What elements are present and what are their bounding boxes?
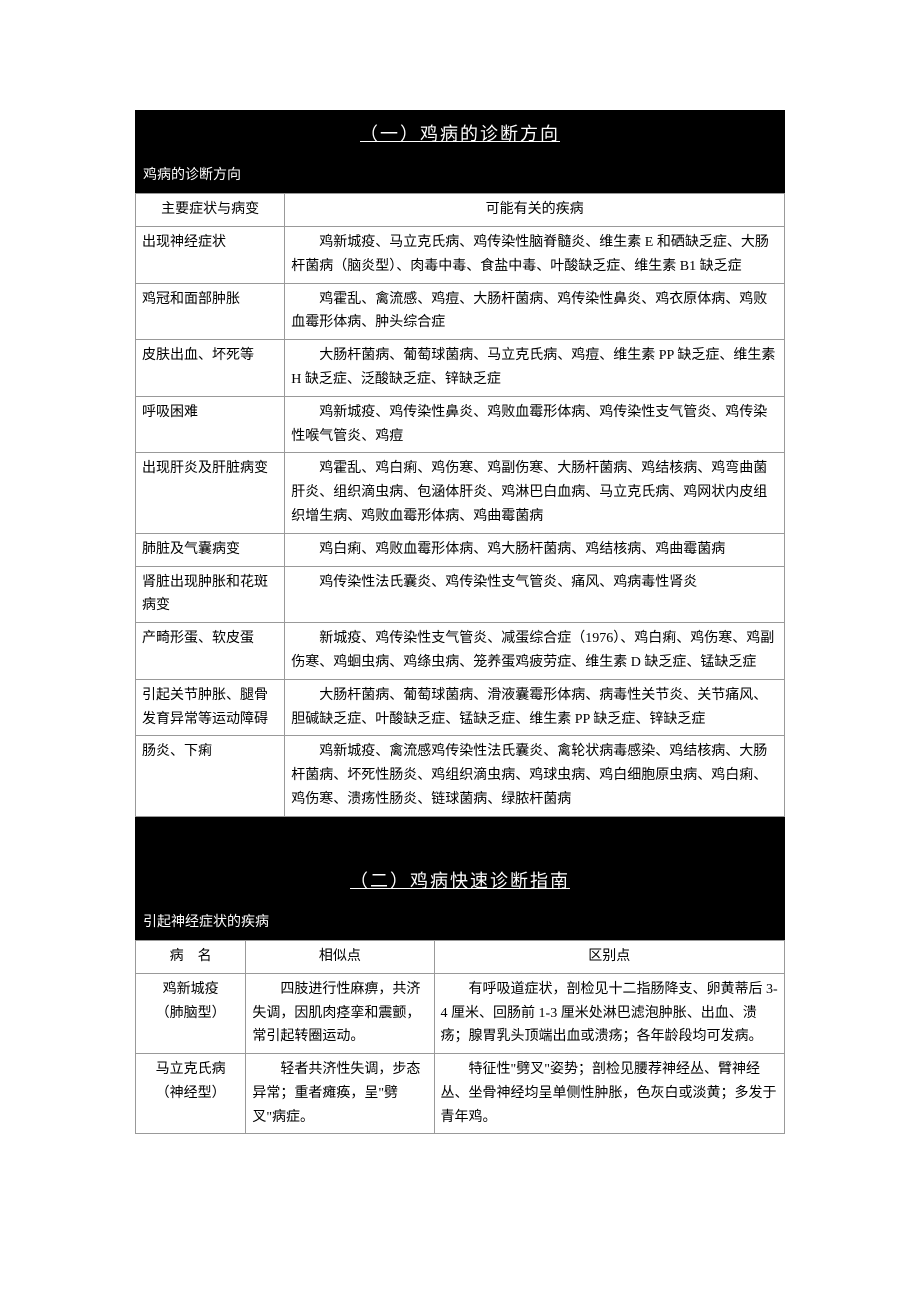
table2-header-row: 病 名 相似点 区别点 — [136, 940, 785, 973]
symptom-cell: 皮肤出血、坏死等 — [136, 340, 285, 397]
table1-col1-header: 主要症状与病变 — [136, 194, 285, 227]
table-row: 产畸形蛋、软皮蛋新城疫、鸡传染性支气管炎、减蛋综合症（1976）、鸡白痢、鸡伤寒… — [136, 623, 785, 680]
table-row: 肾脏出现肿胀和花斑病变鸡传染性法氏囊炎、鸡传染性支气管炎、痛风、鸡病毒性肾炎 — [136, 566, 785, 623]
disease-cell: 鸡白痢、鸡败血霉形体病、鸡大肠杆菌病、鸡结核病、鸡曲霉菌病 — [285, 533, 785, 566]
symptom-cell: 鸡冠和面部肿胀 — [136, 283, 285, 340]
symptom-cell: 产畸形蛋、软皮蛋 — [136, 623, 285, 680]
diff-cell: 特征性"劈叉"姿势；剖检见腰荐神经丛、臂神经丛、坐骨神经均呈单侧性肿胀，色灰白或… — [434, 1054, 784, 1134]
disease-cell: 鸡霍乱、鸡白痢、鸡伤寒、鸡副伤寒、大肠杆菌病、鸡结核病、鸡弯曲菌肝炎、组织滴虫病… — [285, 453, 785, 533]
disease-cell: 鸡霍乱、禽流感、鸡痘、大肠杆菌病、鸡传染性鼻炎、鸡衣原体病、鸡败血霉形体病、肿头… — [285, 283, 785, 340]
disease-cell: 鸡新城疫、鸡传染性鼻炎、鸡败血霉形体病、鸡传染性支气管炎、鸡传染性喉气管炎、鸡痘 — [285, 396, 785, 453]
table2: 病 名 相似点 区别点 鸡新城疫（肺脑型）四肢进行性麻痹，共济失调，因肌肉痉挛和… — [135, 940, 785, 1135]
table-row: 肠炎、下痢鸡新城疫、禽流感鸡传染性法氏囊炎、禽轮状病毒感染、鸡结核病、大肠杆菌病… — [136, 736, 785, 816]
table2-col1-header: 病 名 — [136, 940, 246, 973]
table-row: 呼吸困难鸡新城疫、鸡传染性鼻炎、鸡败血霉形体病、鸡传染性支气管炎、鸡传染性喉气管… — [136, 396, 785, 453]
disease-cell: 新城疫、鸡传染性支气管炎、减蛋综合症（1976）、鸡白痢、鸡伤寒、鸡副伤寒、鸡蛔… — [285, 623, 785, 680]
section2-header: （二）鸡病快速诊断指南 — [135, 857, 785, 906]
table1-header-row: 主要症状与病变 可能有关的疾病 — [136, 194, 785, 227]
similar-cell: 轻者共济性失调，步态异常；重者瘫痪，呈"劈叉"病症。 — [246, 1054, 434, 1134]
symptom-cell: 肺脏及气囊病变 — [136, 533, 285, 566]
table-row: 皮肤出血、坏死等大肠杆菌病、葡萄球菌病、马立克氏病、鸡痘、维生素 PP 缺乏症、… — [136, 340, 785, 397]
table-row: 出现神经症状鸡新城疫、马立克氏病、鸡传染性脑脊髓炎、维生素 E 和硒缺乏症、大肠… — [136, 226, 785, 283]
section1-header: （一）鸡病的诊断方向 — [135, 110, 785, 159]
symptom-cell: 呼吸困难 — [136, 396, 285, 453]
table-row: 鸡新城疫（肺脑型）四肢进行性麻痹，共济失调，因肌肉痉挛和震颤，常引起转圈运动。有… — [136, 973, 785, 1053]
similar-cell: 四肢进行性麻痹，共济失调，因肌肉痉挛和震颤，常引起转圈运动。 — [246, 973, 434, 1053]
table-row: 引起关节肿胀、腿骨发育异常等运动障碍大肠杆菌病、葡萄球菌病、滑液囊霉形体病、病毒… — [136, 679, 785, 736]
symptom-cell: 出现神经症状 — [136, 226, 285, 283]
symptom-cell: 肠炎、下痢 — [136, 736, 285, 816]
disease-cell: 大肠杆菌病、葡萄球菌病、滑液囊霉形体病、病毒性关节炎、关节痛风、胆碱缺乏症、叶酸… — [285, 679, 785, 736]
disease-name-cell: 马立克氏病（神经型） — [136, 1054, 246, 1134]
symptom-cell: 出现肝炎及肝脏病变 — [136, 453, 285, 533]
disease-cell: 大肠杆菌病、葡萄球菌病、马立克氏病、鸡痘、维生素 PP 缺乏症、维生素 H 缺乏… — [285, 340, 785, 397]
table1-col2-header: 可能有关的疾病 — [285, 194, 785, 227]
table-row: 出现肝炎及肝脏病变鸡霍乱、鸡白痢、鸡伤寒、鸡副伤寒、大肠杆菌病、鸡结核病、鸡弯曲… — [136, 453, 785, 533]
disease-name-cell: 鸡新城疫（肺脑型） — [136, 973, 246, 1053]
diff-cell: 有呼吸道症状，剖检见十二指肠降支、卵黄蒂后 3-4 厘米、回肠前 1-3 厘米处… — [434, 973, 784, 1053]
disease-cell: 鸡新城疫、马立克氏病、鸡传染性脑脊髓炎、维生素 E 和硒缺乏症、大肠杆菌病（脑炎… — [285, 226, 785, 283]
disease-cell: 鸡传染性法氏囊炎、鸡传染性支气管炎、痛风、鸡病毒性肾炎 — [285, 566, 785, 623]
table-row: 肺脏及气囊病变鸡白痢、鸡败血霉形体病、鸡大肠杆菌病、鸡结核病、鸡曲霉菌病 — [136, 533, 785, 566]
table-row: 鸡冠和面部肿胀鸡霍乱、禽流感、鸡痘、大肠杆菌病、鸡传染性鼻炎、鸡衣原体病、鸡败血… — [136, 283, 785, 340]
section-spacer — [135, 817, 785, 857]
disease-cell: 鸡新城疫、禽流感鸡传染性法氏囊炎、禽轮状病毒感染、鸡结核病、大肠杆菌病、坏死性肠… — [285, 736, 785, 816]
section1-subtitle: 鸡病的诊断方向 — [135, 159, 785, 193]
table2-col3-header: 区别点 — [434, 940, 784, 973]
table1: 主要症状与病变 可能有关的疾病 出现神经症状鸡新城疫、马立克氏病、鸡传染性脑脊髓… — [135, 193, 785, 817]
section1-title: （一）鸡病的诊断方向 — [360, 124, 560, 144]
section2-subtitle: 引起神经症状的疾病 — [135, 906, 785, 940]
section2-title: （二）鸡病快速诊断指南 — [350, 871, 570, 891]
table2-col2-header: 相似点 — [246, 940, 434, 973]
table-row: 马立克氏病（神经型）轻者共济性失调，步态异常；重者瘫痪，呈"劈叉"病症。特征性"… — [136, 1054, 785, 1134]
symptom-cell: 引起关节肿胀、腿骨发育异常等运动障碍 — [136, 679, 285, 736]
symptom-cell: 肾脏出现肿胀和花斑病变 — [136, 566, 285, 623]
